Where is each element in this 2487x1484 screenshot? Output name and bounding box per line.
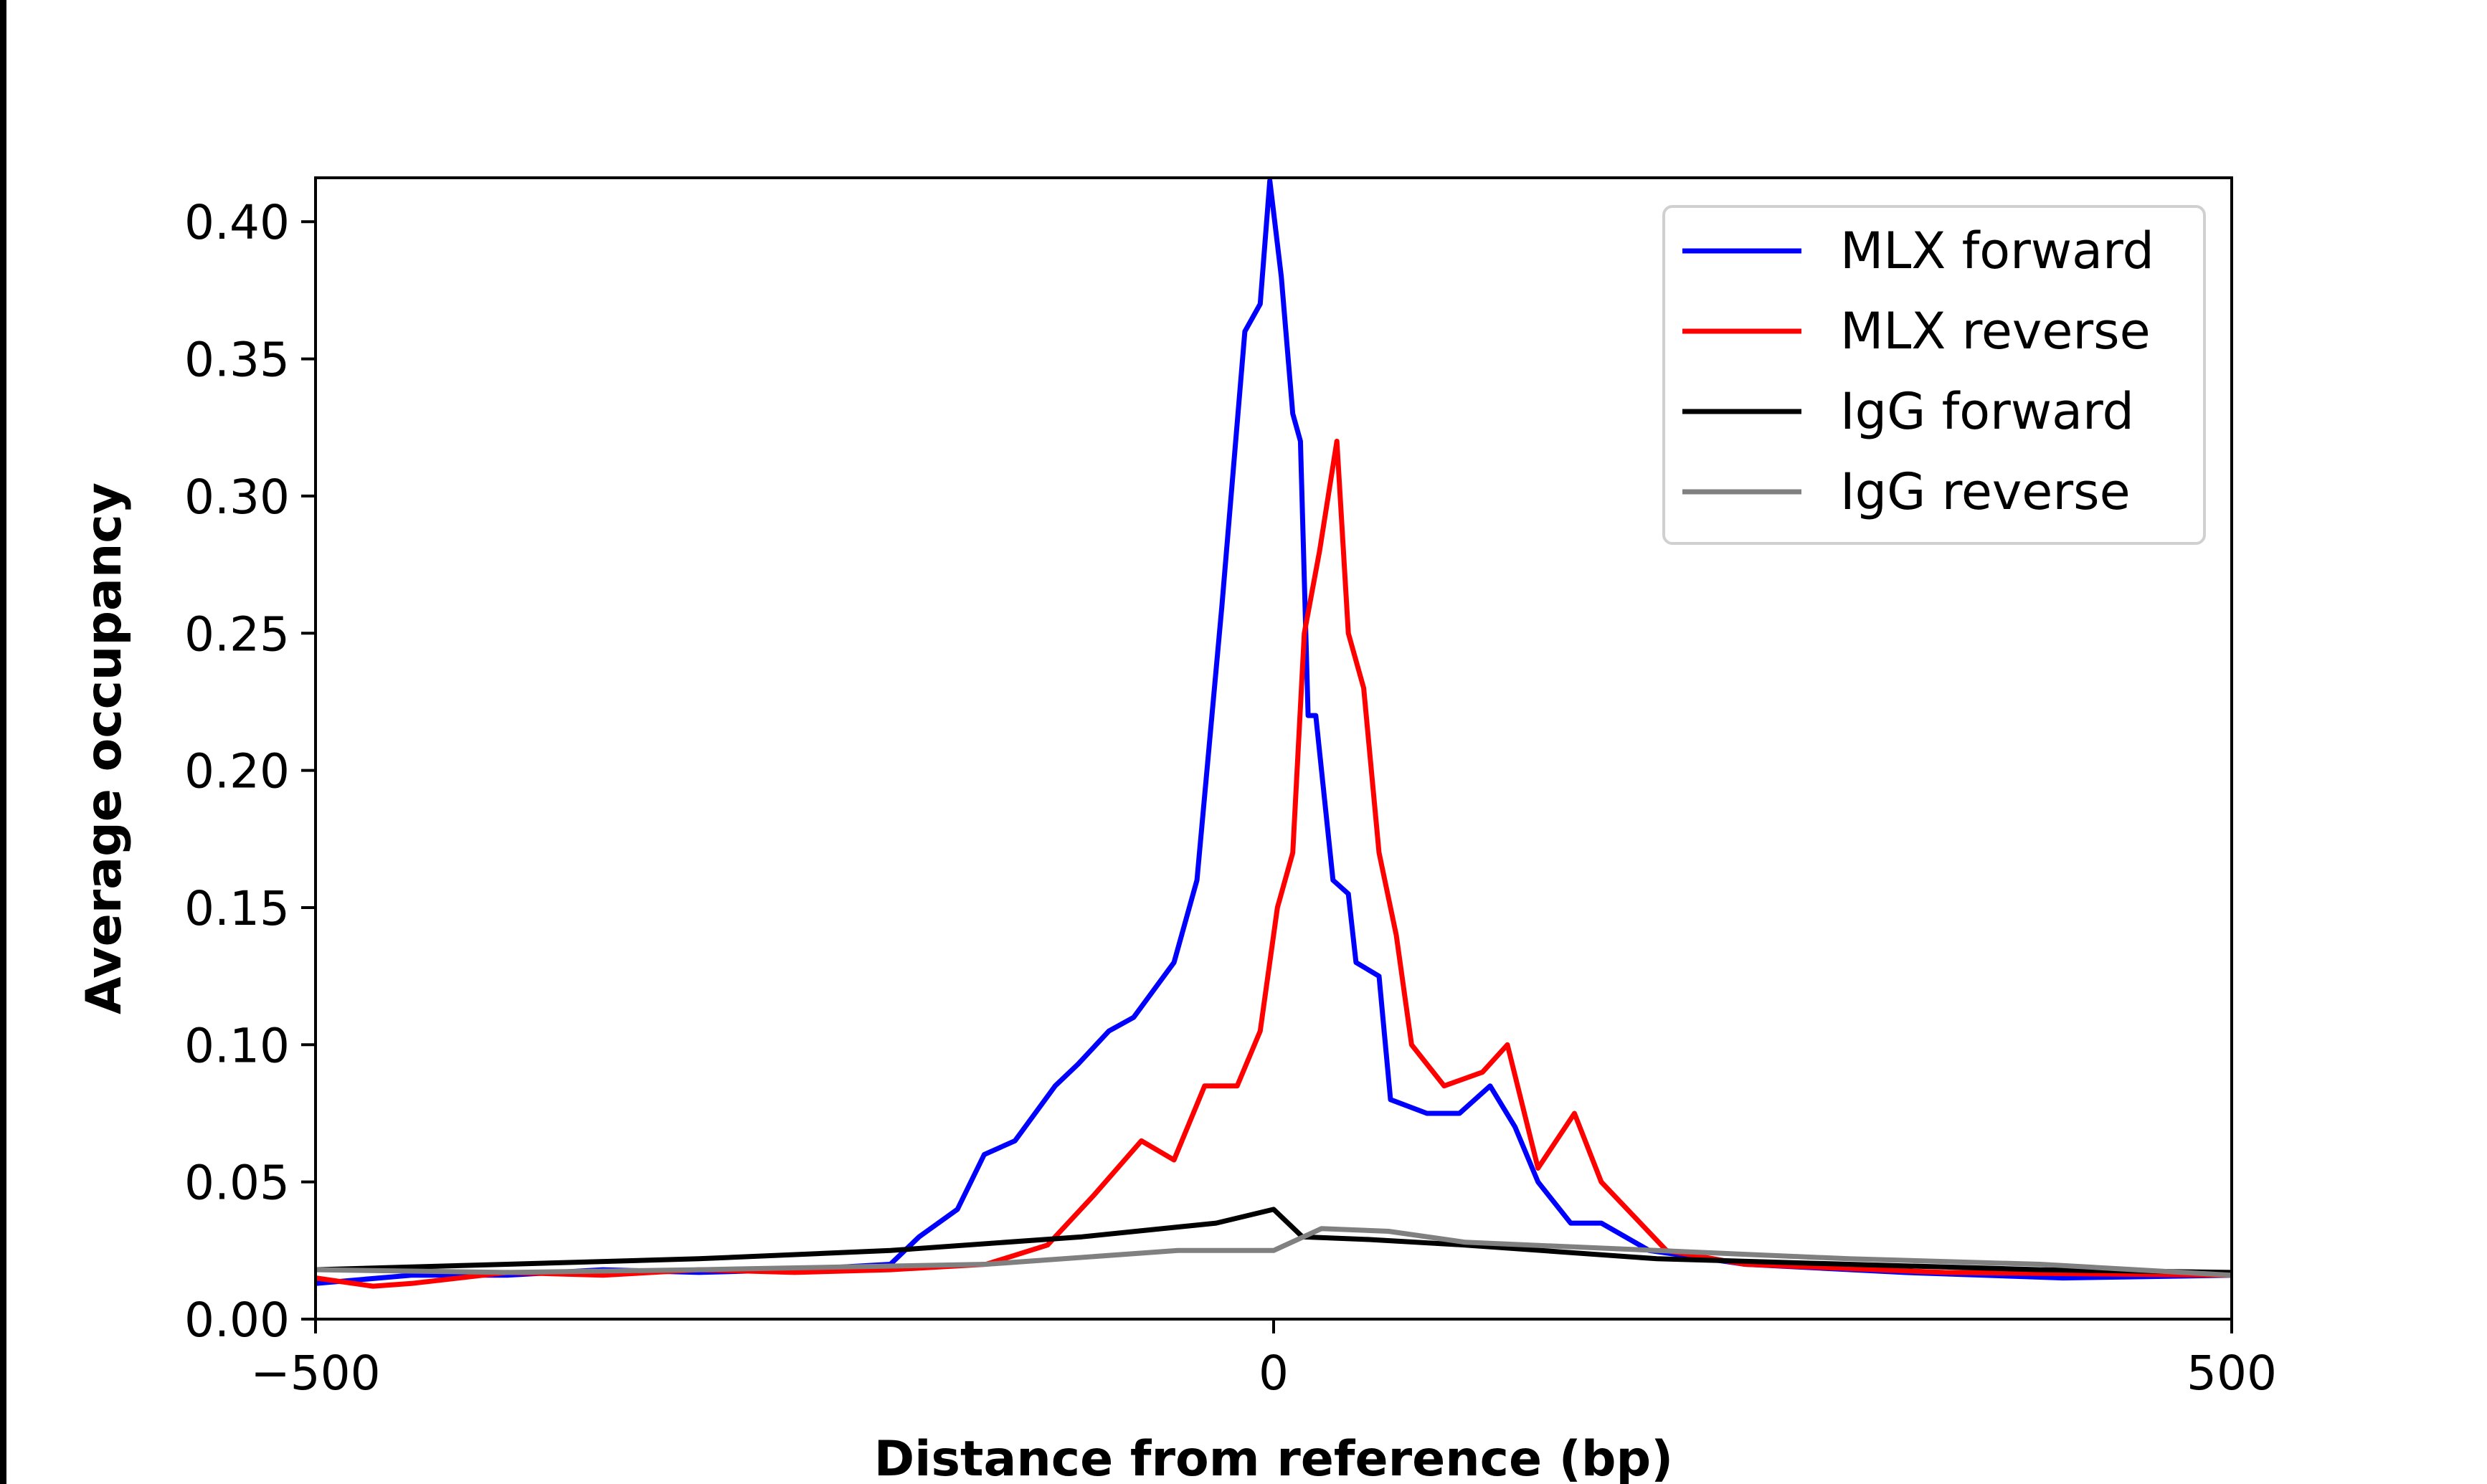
series-line-igg-forward <box>315 1207 2232 1275</box>
y-tick-label: 0.05 <box>184 1156 290 1211</box>
left-border <box>0 0 6 1484</box>
y-axis-label: Average occupancy <box>76 482 133 1014</box>
y-tick-label: 0.30 <box>184 470 290 525</box>
series-line-mlx-reverse <box>315 438 2232 1289</box>
y-tick-label: 0.00 <box>184 1293 290 1348</box>
x-tick-label: 0 <box>1259 1346 1289 1401</box>
x-tick-label: −500 <box>250 1346 380 1401</box>
y-tick-label: 0.25 <box>184 607 290 662</box>
series-line-igg-reverse <box>315 1226 2232 1278</box>
y-tick-label: 0.40 <box>184 195 290 250</box>
series-line-mlx-forward <box>315 178 2232 1286</box>
legend-box <box>1662 205 2206 545</box>
legend: MLX forward MLX reverse IgG forward IgG rev… <box>1662 205 2206 545</box>
y-axis: 0.00 0.05 0.10 0.15 0.20 0.25 0.30 0.35 0.40 <box>184 195 316 1348</box>
x-axis: −500 0 500 <box>250 1319 2277 1401</box>
legend-label: MLX reverse <box>1840 302 2151 361</box>
y-tick-label: 0.10 <box>184 1018 290 1073</box>
legend-label: MLX forward <box>1840 222 2154 280</box>
y-tick-label: 0.20 <box>184 744 290 799</box>
legend-label: IgG reverse <box>1840 462 2131 521</box>
legend-label: IgG forward <box>1840 382 2134 441</box>
x-tick-label: 500 <box>2187 1346 2277 1401</box>
x-axis-label: Distance from reference (bp) <box>874 1431 1674 1484</box>
series-lines <box>315 178 2232 1289</box>
y-tick-label: 0.35 <box>184 333 290 388</box>
y-tick-label: 0.15 <box>184 881 290 936</box>
